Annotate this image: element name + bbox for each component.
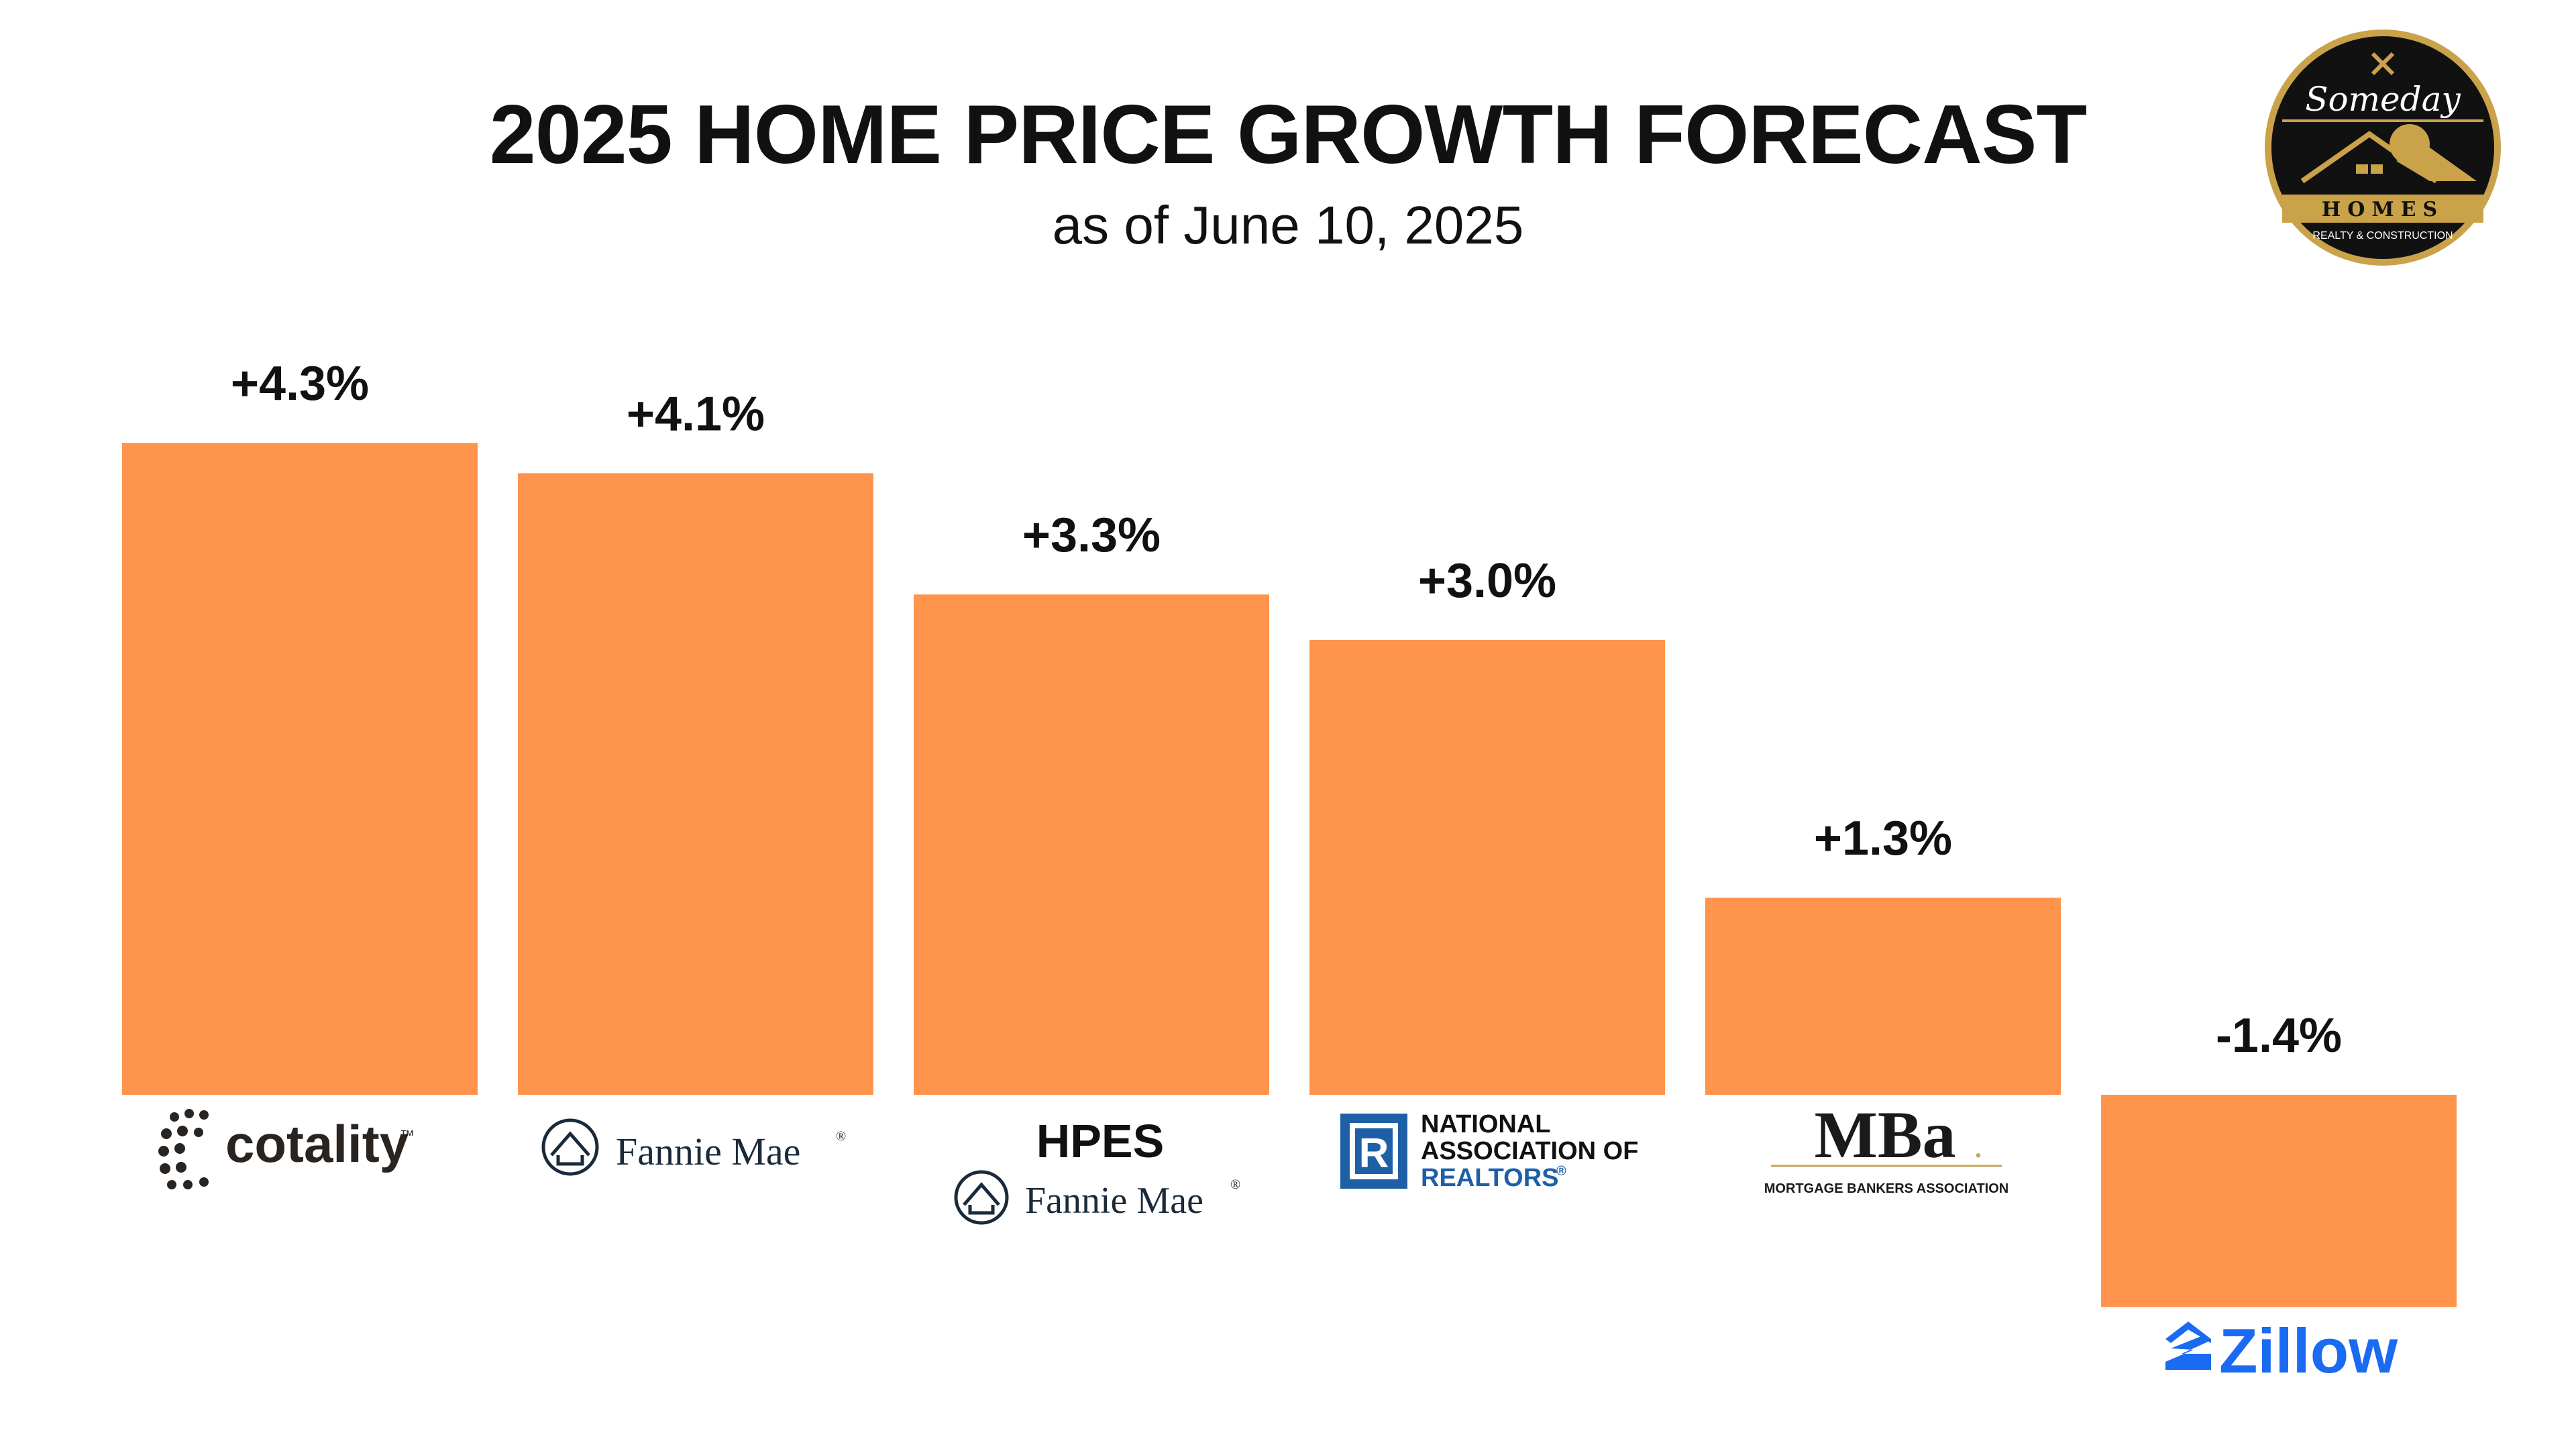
fannie-house-icon (541, 1118, 599, 1176)
bar-1 (122, 443, 478, 1095)
nar-reg: ® (1556, 1164, 1566, 1179)
value-label-2: +4.1% (627, 387, 765, 441)
cotality-dots-icon (158, 1109, 209, 1189)
nar-line2: ASSOCIATION OF (1421, 1137, 1638, 1165)
crossed-hammers-icon (2371, 52, 2395, 76)
zillow-house-icon (2165, 1322, 2211, 1370)
zillow-logo: Zillow (2165, 1316, 2398, 1386)
realtor-r-letter: R (1359, 1130, 1389, 1177)
hpes-fannie-house-icon (954, 1170, 1009, 1225)
fannie-mae-logo: Fannie Mae ® (541, 1118, 846, 1176)
mba-logo: MBa . MORTGAGE BANKERS ASSOCIATION (1764, 1097, 2008, 1196)
nar-line3: REALTORS (1421, 1164, 1559, 1192)
value-label-1: +4.3% (231, 357, 369, 411)
value-label-3: +3.3% (1022, 508, 1161, 562)
fannie-wordmark: Fannie Mae (616, 1130, 800, 1173)
mba-subtitle: MORTGAGE BANKERS ASSOCIATION (1764, 1181, 2008, 1196)
mba-dot: . (1975, 1133, 1982, 1163)
zillow-wordmark: Zillow (2219, 1316, 2398, 1386)
value-label-4: +3.0% (1418, 554, 1556, 608)
mba-wordmark: MBa (1814, 1097, 1955, 1172)
chart-title: 2025 HOME PRICE GROWTH FORECAST (489, 89, 2087, 181)
cotality-wordmark: cotality (225, 1114, 409, 1173)
value-label-5: +1.3% (1814, 812, 1952, 865)
hpes-fannie-reg: ® (1230, 1177, 1240, 1192)
bar-4 (1309, 640, 1665, 1095)
bar-3 (914, 594, 1269, 1095)
badge-line3: REALTY & CONSTRUCTION (2312, 230, 2453, 241)
bar-6 (2101, 1095, 2457, 1307)
hpes-title: HPES (1036, 1115, 1165, 1167)
hpes-fannie-wordmark: Fannie Mae (1025, 1180, 1203, 1222)
cotality-tm: ™ (400, 1127, 415, 1144)
badge-line1: Someday (2305, 80, 2461, 119)
nar-logo: R NATIONAL ASSOCIATION OF REALTORS ® (1340, 1110, 1638, 1192)
value-label-6: -1.4% (2216, 1009, 2342, 1063)
someday-homes-badge: Someday HOMES REALTY & CONSTRUCTION (2265, 30, 2501, 266)
cotality-logo: cotality ™ (158, 1109, 415, 1189)
chart-subtitle: as of June 10, 2025 (1052, 195, 1524, 255)
bar-5 (1705, 898, 2061, 1095)
hpes-logo: HPES Fannie Mae ® (954, 1115, 1240, 1225)
fannie-reg: ® (836, 1129, 846, 1144)
bar-2 (518, 473, 873, 1095)
realtor-r-icon: R (1340, 1114, 1407, 1189)
nar-line1: NATIONAL (1421, 1110, 1551, 1138)
badge-line2: HOMES (2322, 198, 2444, 221)
house-roof-icon (2300, 124, 2477, 184)
